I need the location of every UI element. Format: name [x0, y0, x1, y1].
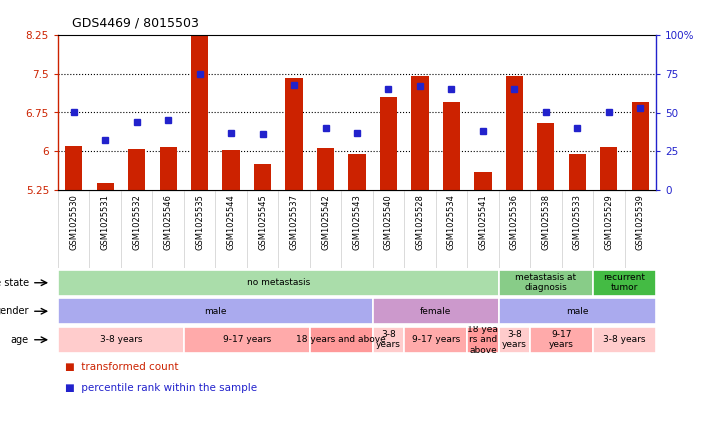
Bar — [184, 327, 310, 353]
Bar — [498, 298, 656, 324]
Bar — [600, 147, 617, 190]
Bar — [631, 102, 649, 190]
Text: female: female — [420, 307, 451, 316]
Bar — [285, 78, 303, 190]
Text: 18 yea
rs and
above: 18 yea rs and above — [467, 325, 498, 354]
Bar — [317, 148, 334, 190]
Bar — [310, 327, 373, 353]
Text: GSM1025530: GSM1025530 — [69, 194, 78, 250]
Bar — [380, 97, 397, 190]
Bar — [498, 327, 530, 353]
Bar — [65, 146, 82, 190]
Text: male: male — [204, 307, 227, 316]
Text: ■  percentile rank within the sample: ■ percentile rank within the sample — [65, 383, 257, 393]
Bar — [467, 327, 498, 353]
Bar — [254, 164, 271, 190]
Bar — [411, 76, 429, 190]
Text: 3-8 years: 3-8 years — [100, 335, 142, 344]
Bar — [593, 327, 656, 353]
Bar — [159, 147, 177, 190]
Bar — [348, 154, 365, 190]
Text: GSM1025531: GSM1025531 — [101, 194, 109, 250]
Text: GSM1025545: GSM1025545 — [258, 194, 267, 250]
Text: GDS4469 / 8015503: GDS4469 / 8015503 — [73, 17, 199, 30]
Text: recurrent
tumor: recurrent tumor — [604, 273, 646, 292]
Text: GSM1025546: GSM1025546 — [164, 194, 173, 250]
Bar — [498, 269, 593, 296]
Text: 9-17 years: 9-17 years — [412, 335, 460, 344]
Text: GSM1025534: GSM1025534 — [447, 194, 456, 250]
Bar — [373, 327, 405, 353]
Text: no metastasis: no metastasis — [247, 278, 310, 287]
Text: metastasis at
diagnosis: metastasis at diagnosis — [515, 273, 577, 292]
Bar — [593, 269, 656, 296]
Bar — [538, 123, 555, 190]
Bar — [58, 298, 373, 324]
Text: GSM1025544: GSM1025544 — [227, 194, 235, 250]
Text: 3-8 years: 3-8 years — [603, 335, 646, 344]
Text: GSM1025538: GSM1025538 — [541, 194, 550, 250]
Bar — [223, 150, 240, 190]
Bar — [58, 269, 498, 296]
Bar — [373, 298, 498, 324]
Text: GSM1025535: GSM1025535 — [195, 194, 204, 250]
Text: 3-8
years: 3-8 years — [502, 330, 527, 349]
Text: GSM1025537: GSM1025537 — [289, 194, 299, 250]
Text: male: male — [566, 307, 589, 316]
Text: disease state: disease state — [0, 278, 29, 288]
Bar — [191, 30, 208, 190]
Text: 9-17 years: 9-17 years — [223, 335, 271, 344]
Text: GSM1025541: GSM1025541 — [479, 194, 488, 250]
Bar — [405, 327, 467, 353]
Text: 9-17
years: 9-17 years — [549, 330, 574, 349]
Bar — [530, 327, 593, 353]
Text: GSM1025542: GSM1025542 — [321, 194, 330, 250]
Text: age: age — [11, 335, 29, 345]
Text: GSM1025540: GSM1025540 — [384, 194, 393, 250]
Text: GSM1025528: GSM1025528 — [415, 194, 424, 250]
Text: GSM1025539: GSM1025539 — [636, 194, 645, 250]
Text: 18 years and above: 18 years and above — [296, 335, 386, 344]
Bar — [569, 154, 586, 190]
Text: GSM1025543: GSM1025543 — [353, 194, 361, 250]
Bar — [506, 76, 523, 190]
Bar — [443, 102, 460, 190]
Text: GSM1025536: GSM1025536 — [510, 194, 519, 250]
Text: gender: gender — [0, 306, 29, 316]
Text: ■  transformed count: ■ transformed count — [65, 362, 178, 372]
Text: GSM1025532: GSM1025532 — [132, 194, 141, 250]
Text: GSM1025529: GSM1025529 — [604, 194, 614, 250]
Bar — [474, 172, 491, 190]
Bar — [58, 327, 184, 353]
Bar — [128, 148, 145, 190]
Bar — [97, 183, 114, 190]
Text: 3-8
years: 3-8 years — [376, 330, 401, 349]
Text: GSM1025533: GSM1025533 — [573, 194, 582, 250]
